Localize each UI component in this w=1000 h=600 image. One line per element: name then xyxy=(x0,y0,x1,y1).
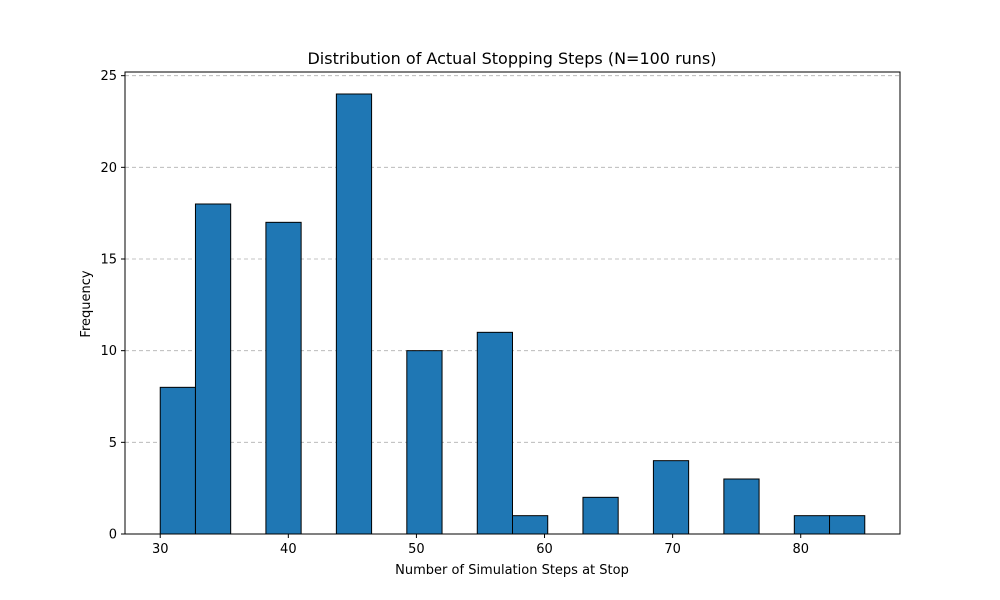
histogram-bar xyxy=(723,478,760,535)
histogram-bar xyxy=(335,93,373,535)
y-axis-title: Frequency xyxy=(79,270,94,337)
histogram-bar xyxy=(265,221,302,535)
axes-layer: 30 40 50 60 70 80 0 5 10 15 20 25 xyxy=(100,69,809,557)
histogram-bar xyxy=(829,515,866,535)
x-tick-label: 80 xyxy=(792,542,809,557)
y-tick-label: 5 xyxy=(109,436,117,451)
histogram-bar xyxy=(582,496,619,535)
y-tick-label: 0 xyxy=(109,528,117,543)
histogram-bar xyxy=(194,203,232,535)
x-tick-label: 50 xyxy=(408,542,425,557)
y-tick-label: 20 xyxy=(100,161,117,176)
x-tick-label: 60 xyxy=(536,542,553,557)
histogram-bar xyxy=(159,386,196,535)
y-tick-label: 15 xyxy=(100,253,117,268)
plot-frame xyxy=(124,71,901,535)
y-tick-label: 25 xyxy=(100,69,117,84)
histogram-bar xyxy=(512,515,549,535)
x-axis-title: Number of Simulation Steps at Stop xyxy=(395,563,629,578)
chart-title: Distribution of Actual Stopping Steps (N… xyxy=(307,49,716,68)
bars-layer xyxy=(159,93,866,535)
histogram-bar xyxy=(652,460,690,535)
histogram-bar xyxy=(406,350,443,535)
histogram-bar xyxy=(793,515,831,535)
x-tick-label: 70 xyxy=(664,542,681,557)
x-tick-label: 30 xyxy=(152,542,169,557)
histogram-bar xyxy=(476,331,514,535)
y-tick-label: 10 xyxy=(100,344,117,359)
x-tick-label: 40 xyxy=(280,542,297,557)
